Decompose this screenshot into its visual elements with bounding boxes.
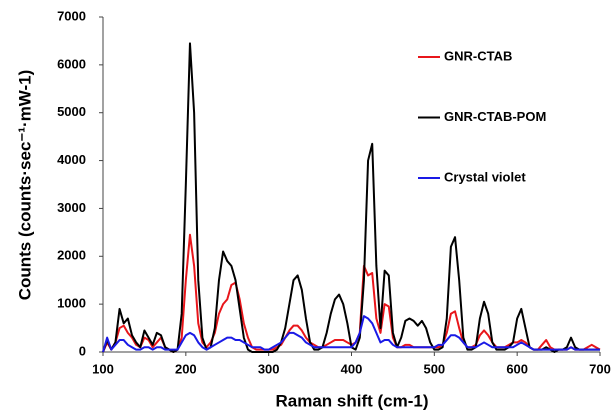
y-tick-label: 6000 — [57, 56, 86, 71]
series-line — [102, 233, 601, 353]
y-tick-label: 0 — [79, 343, 86, 358]
y-axis-label: Counts (counts·sec⁻¹·mW-1) — [15, 70, 34, 301]
legend-label: GNR-CTAB — [444, 48, 512, 63]
y-tick-label: 1000 — [57, 296, 86, 311]
x-tick-label: 700 — [589, 361, 611, 376]
y-tick-label: 2000 — [57, 248, 86, 263]
series-line — [102, 42, 600, 353]
y-tick-label: 5000 — [57, 104, 86, 119]
x-tick-label: 500 — [423, 361, 445, 376]
series-line — [102, 315, 600, 353]
x-tick-label: 300 — [258, 361, 280, 376]
legend-label: Crystal violet — [444, 169, 526, 184]
y-tick-label: 7000 — [57, 8, 86, 23]
legend-label: GNR-CTAB-POM — [444, 109, 546, 124]
x-tick-label: 200 — [175, 361, 197, 376]
x-tick-label: 100 — [92, 361, 114, 376]
x-tick-label: 400 — [341, 361, 363, 376]
y-tick-label: 4000 — [57, 152, 86, 167]
x-tick-label: 600 — [506, 361, 528, 376]
y-tick-label: 3000 — [57, 200, 86, 215]
x-axis-label: Raman shift (cm-1) — [275, 391, 428, 410]
